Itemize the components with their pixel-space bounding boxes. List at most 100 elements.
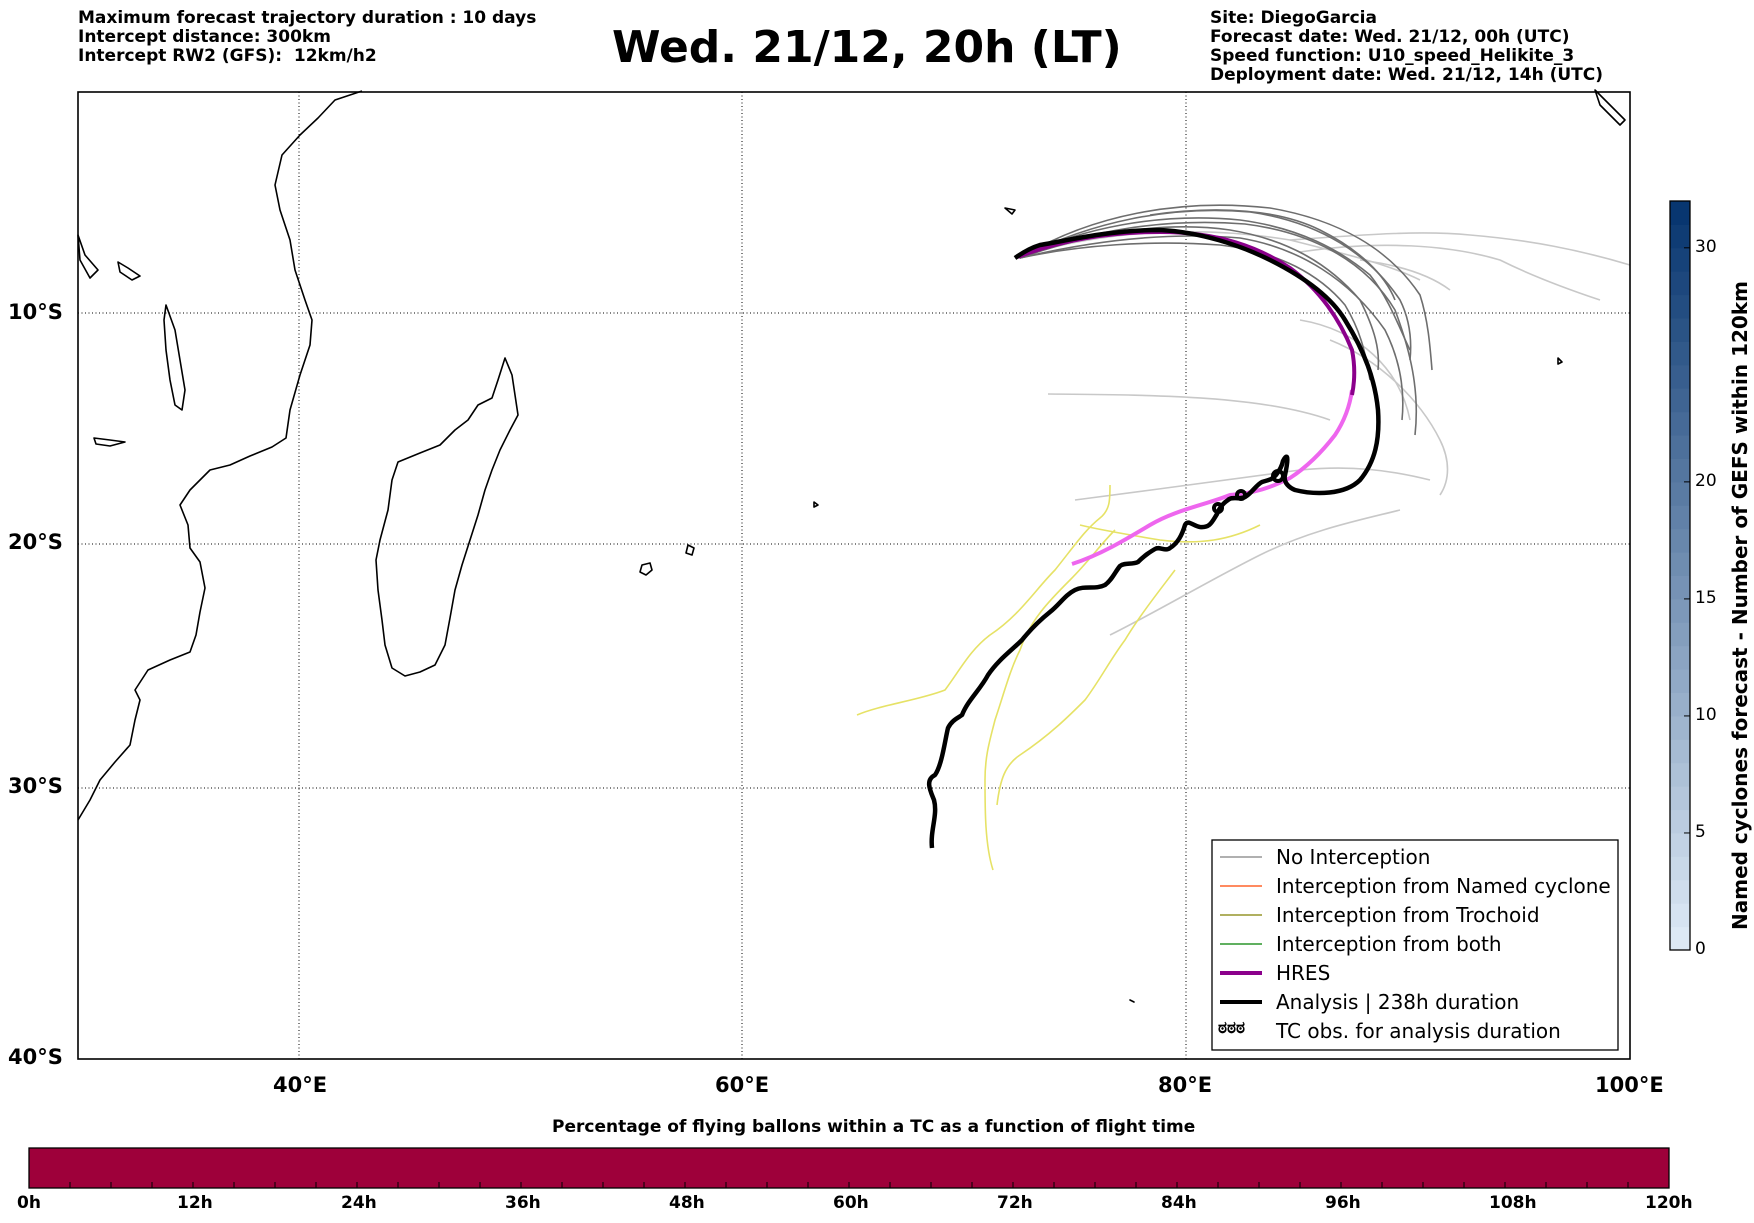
legend [1211,839,1619,1051]
colorbar-right-cell [1670,271,1690,296]
colorbar-bottom [28,1147,1670,1189]
island [639,562,653,576]
lat-tick-label: 30°S [8,774,63,798]
colorbar-right-cell [1670,879,1690,904]
colorbar-right [1669,200,1691,951]
island [93,437,126,447]
colorbar-bottom-tick-label: 48h [669,1193,705,1213]
lon-tick-label: 60°E [715,1073,770,1097]
colorbar-right-cell [1670,575,1690,600]
map-frame [77,91,1631,1060]
colorbar-bottom-tick-label: 12h [177,1193,213,1213]
island [1129,999,1135,1003]
header-right-line: Site: DiegoGarcia [1210,8,1377,28]
lon-tick-label: 100°E [1595,1073,1664,1097]
island [77,234,99,279]
track-yellow [984,529,1116,871]
colorbar-right-tick-label: 15 [1695,587,1717,608]
analysis-loop [1271,469,1285,483]
colorbar-right-cell [1670,926,1690,951]
colorbar-right-cell [1670,552,1690,576]
colorbar-bottom-title: Percentage of flying ballons within a TC… [552,1117,1196,1137]
legend-label: Interception from both [1276,932,1502,956]
legend-label: No Interception [1276,845,1431,869]
legend-label: Interception from Named cyclone [1276,874,1611,898]
coastline-africa [77,90,363,821]
colorbar-right-cell [1670,786,1690,811]
header-left-line: Intercept RW2 (GFS): 12km/h2 [78,46,377,66]
header-right-line: Forecast date: Wed. 21/12, 00h (UTC) [1210,27,1570,47]
colorbar-bottom-tick-label: 60h [833,1193,869,1213]
colorbar-bottom-tick-label: 108h [1489,1193,1537,1213]
lat-tick-label: 20°S [8,530,63,554]
colorbar-right-cell [1670,528,1690,553]
legend-label: Interception from Trochoid [1276,903,1540,927]
island [813,501,819,508]
track-no-interception [1019,242,1371,381]
colorbar-right-label: Named cyclones forecast - Number of GEFS… [1728,281,1752,930]
track-no-interception [1019,209,1412,361]
lon-tick-label: 40°E [273,1073,328,1097]
analysis-track [926,227,1381,849]
colorbar-right-cell [1670,622,1690,647]
track-light [1109,509,1401,636]
colorbar-bottom-tick-label: 120h [1645,1193,1693,1213]
track-light [1014,230,1421,281]
track-yellow [996,569,1176,806]
colorbar-right-cell [1670,903,1690,928]
colorbar-right-cell [1670,318,1690,342]
colorbar-right-tick-label: 20 [1695,470,1717,491]
colorbar-right-tick-label: 10 [1695,704,1717,725]
coastline-madagascar [375,357,519,677]
island [163,304,186,411]
colorbar-right-cell [1670,247,1690,272]
colorbar-right-cell [1670,809,1690,834]
track-light [1047,393,1331,421]
gridlines [78,92,1630,1059]
island [1594,89,1626,126]
tc-obs-icon: ಠಠಠ [1218,1018,1245,1038]
colorbar-right-cell [1670,669,1690,694]
island [685,544,695,556]
track-light [1299,244,1601,301]
track-light [1074,467,1431,501]
analysis-loops [1212,469,1285,514]
analysis-loop [1212,502,1224,514]
colorbar-right-tick-label: 30 [1695,236,1717,257]
track-light [1299,319,1411,421]
colorbar-bottom-tick-label: 96h [1325,1193,1361,1213]
colorbar-right-cell [1670,832,1690,857]
header-right-line: Deployment date: Wed. 21/12, 14h (UTC) [1210,65,1604,85]
colorbar-bottom-tick-label: 84h [1161,1193,1197,1213]
lon-tick-label: 80°E [1158,1073,1213,1097]
colorbar-bottom-tick-label: 0h [17,1193,41,1213]
colorbar-right-cell [1670,505,1690,530]
hres-future-track [1071,389,1354,566]
colorbar-right-cell [1670,715,1690,740]
legend-label: Analysis | 238h duration [1276,990,1520,1014]
island [1004,207,1016,215]
colorbar-right-tick-label: 0 [1695,939,1706,959]
colorbar-bottom-tick-label: 24h [341,1193,377,1213]
colorbar-right-cell [1670,856,1690,881]
coastlines [77,89,1626,1003]
colorbar-right-cell [1670,739,1690,764]
track-light [1289,232,1631,266]
header-left-line: Maximum forecast trajectory duration : 1… [78,8,537,28]
page-title: Wed. 21/12, 20h (LT) [612,22,1122,73]
track-no-interception [1019,217,1411,351]
colorbar-right-cell [1670,481,1690,506]
colorbar-right-cell [1670,645,1690,670]
legend-label: TC obs. for analysis duration [1276,1019,1561,1043]
colorbar-bottom-tick-label: 36h [505,1193,541,1213]
track-yellow [1079,524,1261,543]
colorbar-right-cell [1670,435,1690,459]
colorbar-right-cell [1670,201,1690,225]
colorbar-right-frame [1669,200,1691,951]
colorbar-right-cell [1670,224,1690,249]
colorbar-right-cell [1670,411,1690,436]
track-no-interception [1019,235,1404,421]
track-light [1359,259,1451,291]
colorbar-bottom-tick-label: 72h [997,1193,1033,1213]
